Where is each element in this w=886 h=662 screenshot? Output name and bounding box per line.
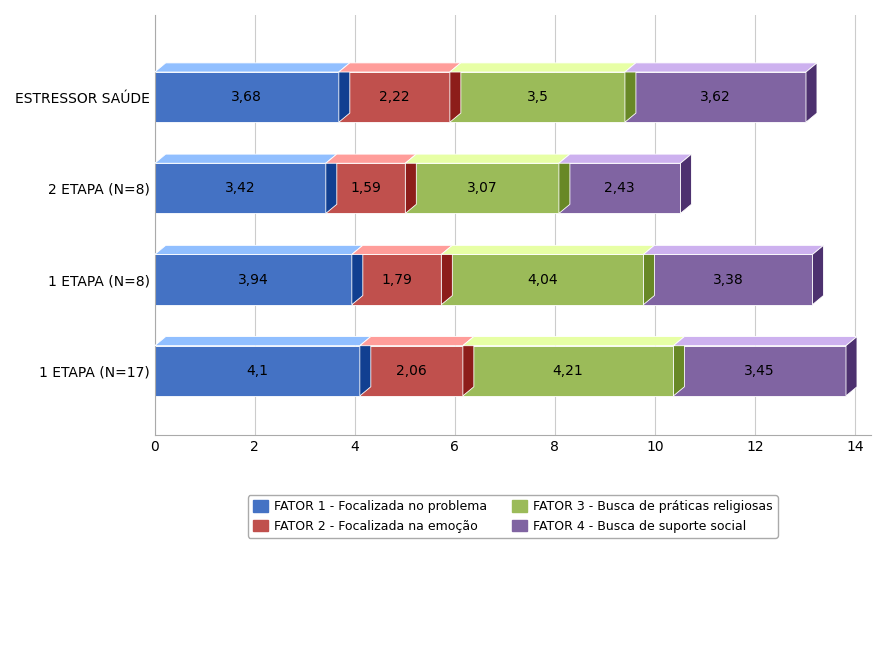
Polygon shape (680, 154, 691, 213)
Polygon shape (643, 254, 812, 305)
Polygon shape (352, 254, 441, 305)
Polygon shape (673, 336, 684, 396)
Polygon shape (338, 72, 450, 122)
Polygon shape (625, 63, 817, 72)
Polygon shape (360, 346, 462, 396)
Polygon shape (155, 346, 360, 396)
Polygon shape (441, 254, 643, 305)
Text: 3,45: 3,45 (744, 364, 775, 378)
Polygon shape (405, 154, 570, 164)
Polygon shape (326, 154, 416, 164)
Polygon shape (450, 72, 625, 122)
Polygon shape (559, 164, 680, 213)
Polygon shape (559, 154, 570, 213)
Polygon shape (155, 63, 350, 72)
Text: 3,94: 3,94 (238, 273, 268, 287)
Polygon shape (360, 336, 474, 346)
Text: 4,21: 4,21 (553, 364, 584, 378)
Polygon shape (360, 336, 371, 396)
Polygon shape (338, 63, 461, 72)
Polygon shape (155, 336, 371, 346)
Text: 3,38: 3,38 (712, 273, 743, 287)
Text: 2,06: 2,06 (396, 364, 427, 378)
Text: 3,62: 3,62 (700, 90, 731, 104)
Polygon shape (673, 336, 857, 346)
Text: 1,79: 1,79 (381, 273, 412, 287)
Polygon shape (326, 154, 337, 213)
Text: 2,43: 2,43 (604, 181, 635, 195)
Polygon shape (352, 246, 362, 305)
Polygon shape (352, 246, 453, 254)
Text: 4,04: 4,04 (527, 273, 557, 287)
Polygon shape (155, 164, 326, 213)
Polygon shape (450, 63, 461, 122)
Polygon shape (441, 246, 453, 305)
Polygon shape (812, 246, 823, 305)
Polygon shape (462, 346, 673, 396)
Polygon shape (326, 164, 405, 213)
Polygon shape (155, 72, 338, 122)
Polygon shape (643, 246, 655, 305)
Legend: FATOR 1 - Focalizada no problema, FATOR 2 - Focalizada na emoção, FATOR 3 - Busc: FATOR 1 - Focalizada no problema, FATOR … (248, 495, 778, 538)
Polygon shape (405, 164, 559, 213)
Text: 3,68: 3,68 (231, 90, 262, 104)
Polygon shape (559, 154, 691, 164)
Polygon shape (625, 72, 806, 122)
Polygon shape (405, 154, 416, 213)
Polygon shape (155, 154, 337, 164)
Polygon shape (643, 246, 823, 254)
Text: 3,5: 3,5 (526, 90, 548, 104)
Text: 4,1: 4,1 (246, 364, 268, 378)
Polygon shape (450, 63, 636, 72)
Polygon shape (155, 246, 362, 254)
Polygon shape (806, 63, 817, 122)
Text: 3,42: 3,42 (225, 181, 255, 195)
Text: 1,59: 1,59 (350, 181, 381, 195)
Polygon shape (673, 346, 846, 396)
Polygon shape (462, 336, 474, 396)
Polygon shape (441, 246, 655, 254)
Polygon shape (155, 254, 352, 305)
Polygon shape (625, 63, 636, 122)
Polygon shape (338, 63, 350, 122)
Text: 2,22: 2,22 (379, 90, 409, 104)
Polygon shape (462, 336, 684, 346)
Text: 3,07: 3,07 (467, 181, 497, 195)
Polygon shape (846, 336, 857, 396)
